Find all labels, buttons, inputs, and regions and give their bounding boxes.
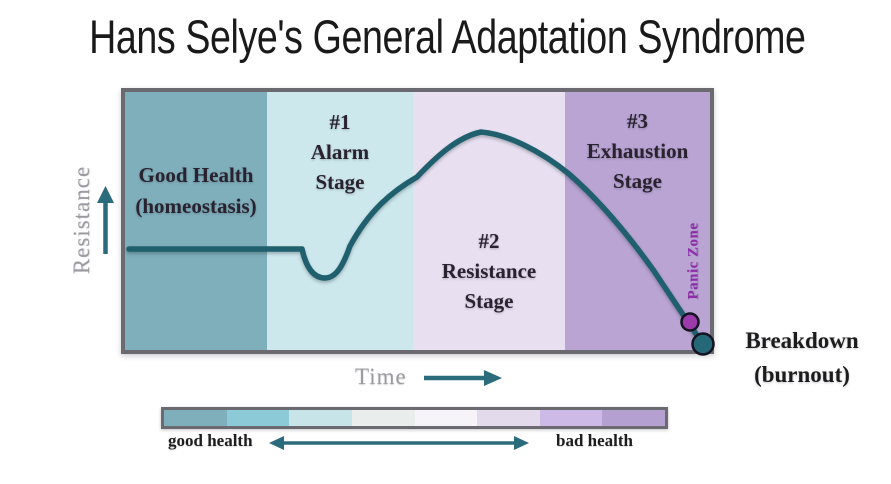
gas-chart: Good Health (homeostasis) #1 Alarm Stage… [121, 88, 715, 356]
stage-label-line: Alarm [310, 140, 370, 164]
legend-segment [477, 410, 540, 426]
legend-segment [539, 410, 603, 426]
stage-label-line: #3 [627, 109, 648, 133]
legend-segment [226, 410, 290, 426]
stage-band-alarm: #1 Alarm Stage [267, 92, 413, 350]
stage-band-good-health: Good Health (homeostasis) [125, 92, 267, 350]
legend-segment [164, 410, 227, 426]
stage-label-resistance: #2 Resistance Stage [413, 226, 565, 316]
stage-label-line: Stage [315, 170, 365, 194]
breakdown-label-line: (burnout) [754, 362, 850, 387]
stage-band-exhaustion: #3 Exhaustion Stage [565, 92, 710, 350]
stress-curve [126, 129, 706, 347]
stage-label-line: #2 [478, 229, 500, 253]
breakdown-label-line: Breakdown [745, 328, 859, 353]
stage-label-line: Resistance [441, 259, 537, 283]
stage-label-line: Stage [613, 169, 662, 193]
legend-segment [602, 410, 665, 426]
x-axis-label: Time [355, 364, 407, 389]
legend-segment [351, 410, 415, 426]
panic-zone-label: Panic Zone [685, 222, 702, 300]
legend-segment [414, 410, 478, 426]
health-gradient-bar [161, 407, 668, 429]
stage-label-line: (homeostasis) [135, 194, 257, 218]
stage-label-line: Good Health [138, 163, 254, 187]
y-axis-label: Resistance [69, 165, 94, 275]
stage-label-line: Exhaustion [586, 139, 689, 163]
resistance-up-arrow-icon [97, 186, 114, 254]
legend-segment [289, 410, 352, 426]
stage-label-line: #1 [329, 110, 351, 134]
page-title: Hans Selye's General Adaptation Syndrome [89, 10, 806, 63]
health-spectrum-double-arrow-icon [269, 436, 529, 450]
stage-label-good-health: Good Health (homeostasis) [125, 160, 267, 222]
legend-bad-health-label: bad health [556, 431, 633, 450]
time-right-arrow-icon [424, 370, 502, 386]
stage-label-line: Stage [464, 289, 514, 313]
stage-label-alarm: #1 Alarm Stage [267, 107, 413, 197]
panic-zone-dot [680, 312, 700, 332]
legend-good-health-label: good health [168, 431, 253, 450]
stress-curve-layer [126, 129, 715, 356]
breakdown-dot [691, 332, 715, 356]
breakdown-label: Breakdown (burnout) [714, 324, 890, 392]
stage-label-exhaustion: #3 Exhaustion Stage [565, 106, 710, 196]
